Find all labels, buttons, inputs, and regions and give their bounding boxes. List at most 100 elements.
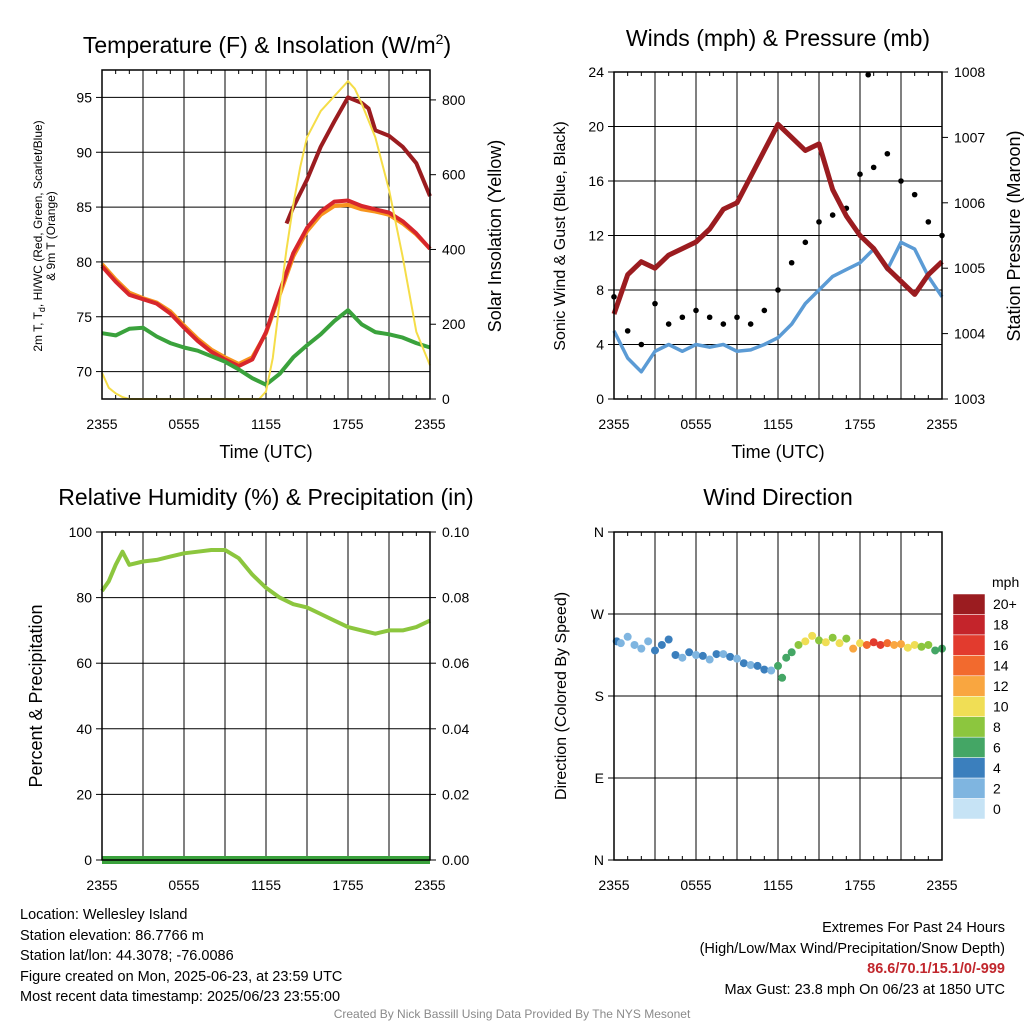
temperature-x-axis-label: Time (UTC) <box>219 442 312 462</box>
gust-point <box>720 321 727 327</box>
humidity-series <box>100 548 431 636</box>
temperature-x-tick-label: 1755 <box>332 416 363 432</box>
gust-point <box>898 178 904 184</box>
humidity-y2-tick-label: 0.08 <box>442 590 469 606</box>
created-text: Figure created on Mon, 2025-06-23, at 23… <box>20 968 343 985</box>
direction-point <box>774 661 782 670</box>
direction-frame <box>613 531 943 861</box>
direction-point <box>719 650 728 659</box>
direction-point <box>910 640 919 649</box>
colorbar-label: 10 <box>993 699 1009 715</box>
temperature-right-axis-label: Solar Insolation (Yellow) <box>485 140 505 332</box>
direction-x-tick-label: 1755 <box>844 877 875 893</box>
winds-frame <box>613 71 943 400</box>
direction-point <box>890 640 899 649</box>
colorbar-label: 20+ <box>993 596 1017 612</box>
gust-point <box>638 341 645 348</box>
winds-y2-tick-label: 1005 <box>954 260 985 276</box>
gust-point <box>747 321 754 327</box>
colorbar-label: 2 <box>993 780 1001 796</box>
winds-y-tick-label: 20 <box>588 119 604 135</box>
direction-point <box>760 665 769 674</box>
direction-point <box>924 640 933 649</box>
humidity-y2-tick-label: 0.04 <box>442 721 469 737</box>
temperature-y-tick-label: 75 <box>76 309 92 325</box>
pressure-series <box>611 121 944 315</box>
direction-plot: 2355 0555 1155 1755 2355 N E S W N <box>591 524 958 893</box>
gust-point <box>775 287 781 293</box>
direction-point <box>753 661 762 670</box>
temperature-x-tick-label: 2355 <box>414 416 445 432</box>
direction-point <box>801 637 810 646</box>
direction-point <box>856 639 864 648</box>
gust-point <box>865 71 871 78</box>
colorbar-label: 4 <box>993 760 1001 776</box>
colorbar-label: 18 <box>993 617 1009 633</box>
colorbar-swatch <box>952 798 986 820</box>
location-text: Location: Wellesley Island <box>20 907 188 923</box>
direction-point <box>644 637 653 646</box>
temperature-y2-tick-label: 400 <box>442 241 466 257</box>
latlon-text: Station lat/lon: 44.3078; -76.0086 <box>20 948 234 964</box>
colorbar-swatch <box>952 634 986 656</box>
colorbar: 20+ 18 16 14 12 10 8 6 4 2 0 <box>952 593 1017 820</box>
winds-right-axis-label: Station Pressure (Maroon) <box>1004 130 1024 341</box>
elevation-text: Station elevation: 86.7766 m <box>20 927 204 944</box>
direction-point <box>705 655 714 664</box>
winds-x-tick-label: 1155 <box>763 416 793 432</box>
direction-point <box>828 633 837 642</box>
direction-point <box>897 640 905 649</box>
humidity-x-tick-label: 0555 <box>168 877 199 893</box>
humidity-y2-tick-label: 0.10 <box>442 524 469 540</box>
humidity-panel-title: Relative Humidity (%) & Precipitation (i… <box>58 484 473 510</box>
max-gust-text: Max Gust: 23.8 mph On 06/23 at 1850 UTC <box>724 981 1005 998</box>
humidity-x-tick-label: 2355 <box>414 877 445 893</box>
winds-panel-title: Winds (mph) & Pressure (mb) <box>626 25 930 51</box>
colorbar-swatch <box>952 696 986 717</box>
humidity-y2-tick-label: 0.02 <box>442 786 469 802</box>
temperature-x-tick-label: 0555 <box>168 416 199 432</box>
temperature-y-tick-label: 70 <box>76 364 92 380</box>
direction-point <box>869 638 878 647</box>
winds-y-tick-label: 12 <box>588 228 604 244</box>
direction-point <box>712 650 721 659</box>
temperature-x-tick-label: 2355 <box>86 416 117 432</box>
direction-panel-title: Wind Direction <box>703 484 853 510</box>
gust-point <box>870 164 877 171</box>
direction-point <box>678 653 687 662</box>
direction-point <box>778 673 787 682</box>
winds-y2-tick-label: 1004 <box>954 326 985 342</box>
winds-y2-tick-label: 1007 <box>954 129 985 145</box>
colorbar-label: 16 <box>993 637 1009 653</box>
temperature-y-tick-label: 80 <box>76 254 92 270</box>
humidity-y-tick-label: 0 <box>84 852 92 868</box>
colorbar-label: 12 <box>993 678 1009 694</box>
gust-point <box>857 171 863 177</box>
winds-y2-tick-label: 1008 <box>954 64 985 80</box>
colorbar-swatch <box>952 757 986 779</box>
temperature-panel-title: Temperature (F) & Insolation (W/m2) <box>83 31 451 58</box>
temperature-panel: Temperature (F) & Insolation (W/m2) 2355… <box>31 31 505 462</box>
humidity-x-tick-label: 1155 <box>251 877 281 893</box>
gust-point <box>679 314 686 321</box>
colorbar-swatch <box>952 736 986 758</box>
temperature-y2-tick-label: 800 <box>442 92 466 108</box>
direction-point <box>726 652 735 661</box>
direction-point <box>692 651 700 659</box>
temperature-2m-series <box>100 198 432 369</box>
direction-point <box>746 661 755 670</box>
humidity-frame <box>101 531 431 861</box>
winds-y-tick-label: 24 <box>588 64 604 80</box>
colorbar-label: 0 <box>993 801 1001 817</box>
humidity-panel: Relative Humidity (%) & Precipitation (i… <box>26 484 474 893</box>
winds-y-tick-label: 8 <box>596 282 604 298</box>
direction-point <box>931 646 940 655</box>
humidity-x-tick-label: 2355 <box>86 877 117 893</box>
humidity-y-tick-label: 80 <box>76 590 92 606</box>
gust-point <box>816 219 822 225</box>
extremes-title: Extremes For Past 24 Hours <box>822 920 1005 936</box>
gust-point <box>624 328 631 334</box>
direction-point <box>637 644 646 653</box>
colorbar-swatch <box>952 675 986 697</box>
colorbar-label: 6 <box>993 739 1001 755</box>
